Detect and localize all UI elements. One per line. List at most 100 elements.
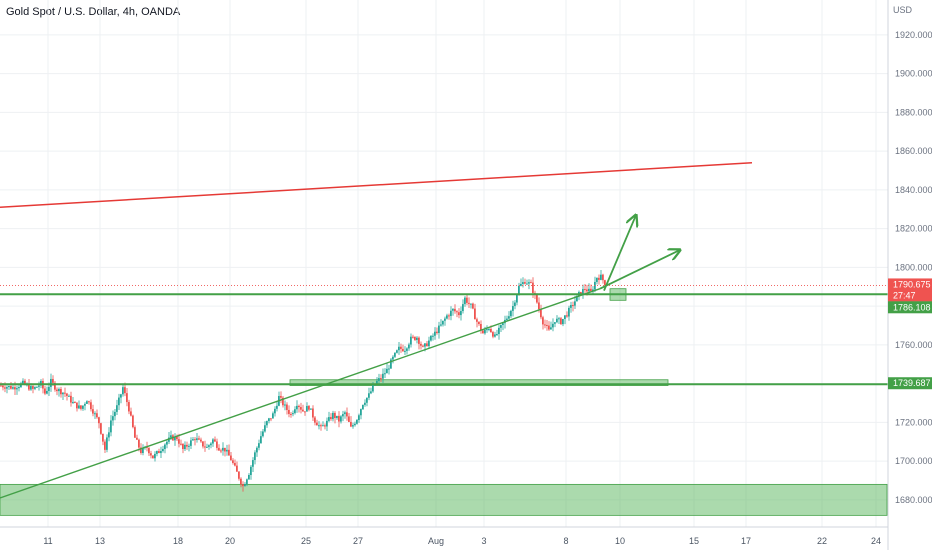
candle-body — [340, 416, 342, 422]
candle-body — [34, 387, 36, 389]
candle-body — [130, 411, 132, 416]
candle-body — [498, 327, 500, 335]
price-axis[interactable]: USD1680.0001700.0001720.0001740.0001760.… — [887, 0, 932, 550]
candle-body — [10, 385, 12, 389]
candle-body — [238, 471, 240, 479]
candle-body — [188, 445, 190, 447]
candle-body — [296, 405, 298, 410]
candle-body — [562, 318, 564, 325]
candle-body — [474, 308, 476, 320]
projection-arrow — [599, 250, 680, 290]
candle-body — [524, 282, 526, 284]
candle-body — [246, 479, 248, 485]
candle-body — [406, 348, 408, 351]
candle-body — [72, 402, 74, 404]
candle-body — [484, 329, 486, 334]
candle-body — [318, 425, 320, 427]
candle-body — [90, 402, 92, 410]
candle-body — [466, 297, 468, 303]
candle-body — [258, 443, 260, 448]
candle-body — [316, 422, 318, 426]
candle-body — [442, 320, 444, 325]
y-tick-label: 1900.000 — [895, 69, 932, 79]
y-tick-label: 1700.000 — [895, 456, 932, 466]
candle-body — [518, 285, 520, 295]
candle-body — [118, 397, 120, 406]
candle-body — [336, 415, 338, 419]
candle-body — [290, 413, 292, 415]
candle-body — [538, 302, 540, 310]
candle-body — [164, 444, 166, 450]
candle-body — [386, 368, 388, 374]
candle-body — [400, 346, 402, 349]
candle-body — [88, 401, 90, 403]
candle-body — [166, 441, 168, 445]
candle-body — [112, 416, 114, 421]
candle-body — [444, 318, 446, 321]
candle-body — [236, 465, 238, 472]
candle-body — [388, 368, 390, 370]
candle-body — [528, 282, 530, 284]
candle-body — [102, 433, 104, 442]
candle-body — [104, 441, 106, 450]
candle-body — [64, 392, 66, 394]
candle-body — [600, 274, 602, 280]
candle-body — [314, 417, 316, 423]
price-tag-label: 1739.687 — [893, 378, 931, 388]
candle-body — [332, 412, 334, 420]
candle-body — [192, 439, 194, 441]
candle-body — [260, 436, 262, 444]
candle-body — [108, 432, 110, 438]
candle-body — [180, 443, 182, 445]
candle-body — [328, 417, 330, 421]
time-axis[interactable]: 11 13 18 20 25 27 Aug 3 8 10 15 17 22 24 — [0, 526, 888, 546]
candle-body — [264, 425, 266, 432]
projection-arrow — [603, 215, 636, 291]
candle-body — [564, 315, 566, 319]
candle-body — [120, 394, 122, 398]
candle-body — [230, 455, 232, 461]
candle-body — [402, 348, 404, 352]
candle-body — [138, 439, 140, 448]
candle-body — [460, 311, 462, 316]
y-tick-label: 1800.000 — [895, 262, 932, 272]
candle-body — [136, 437, 138, 440]
price-tag-bg — [888, 377, 932, 390]
x-tick-label: 27 — [353, 536, 363, 546]
candle-body — [544, 324, 546, 326]
candle-body — [548, 325, 550, 330]
candle-body — [96, 413, 98, 418]
candle-body — [94, 413, 96, 415]
candle-body — [140, 447, 142, 453]
drawings-layer — [0, 162, 888, 499]
x-tick-label: 20 — [225, 536, 235, 546]
candle-body — [124, 387, 126, 394]
trendline — [0, 162, 753, 209]
x-tick-label: 24 — [871, 536, 881, 546]
candle-body — [588, 288, 590, 292]
candle-body — [324, 425, 326, 427]
price-tag-label: 1786.108 — [893, 302, 931, 312]
candle-body — [522, 282, 524, 284]
candle-body — [262, 431, 264, 437]
y-tick-label: 1680.000 — [895, 495, 932, 505]
candle-body — [46, 390, 48, 394]
price-tag-bg — [888, 289, 932, 302]
candle-body — [408, 344, 410, 349]
candle-body — [134, 427, 136, 438]
candle-body — [394, 352, 396, 357]
price-tag: 1786.108 — [888, 301, 932, 314]
candle-body — [364, 402, 366, 405]
candle-body — [86, 401, 88, 404]
support-zone — [289, 379, 669, 386]
candle-body — [12, 387, 14, 389]
candle-body — [464, 297, 466, 305]
support-zone — [0, 483, 888, 516]
candle-body — [554, 322, 556, 324]
candle-body — [196, 438, 198, 440]
candles-layer — [0, 270, 606, 492]
candle-body — [338, 415, 340, 422]
candle-body — [68, 395, 70, 397]
candle-body — [174, 436, 176, 441]
